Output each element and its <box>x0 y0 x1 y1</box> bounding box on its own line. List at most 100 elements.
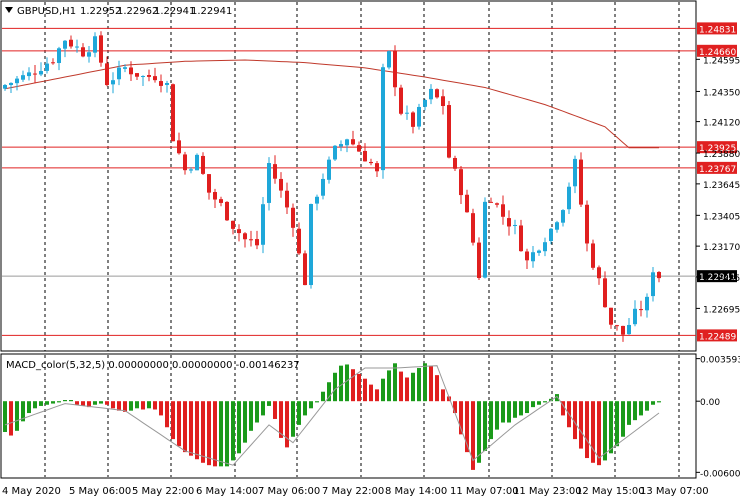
candle-down <box>153 76 157 81</box>
price-tick-label: 1.24595 <box>703 56 740 66</box>
macd-bar-falling <box>591 401 595 463</box>
level-price-label: 1.22941 <box>699 273 736 283</box>
price-tick-label: 1.22935 <box>703 274 740 284</box>
macd-panel <box>0 353 697 479</box>
candle-down <box>33 73 37 75</box>
candle-down <box>159 81 163 86</box>
candle-up <box>75 46 79 48</box>
level-price-tag <box>697 22 737 35</box>
macd-bar-falling <box>363 378 367 402</box>
macd-bar-rising <box>99 401 103 404</box>
candle-up <box>189 169 193 171</box>
candle-up <box>9 82 13 85</box>
macd-bar-rising <box>327 382 331 402</box>
level-price-tag <box>697 161 737 174</box>
macd-bar-rising <box>531 401 535 408</box>
macd-bar-falling <box>357 373 361 402</box>
candle-down <box>303 253 307 286</box>
price-tick-label: 1.23880 <box>703 150 740 160</box>
macd-bar-rising <box>621 401 625 437</box>
macd-bar-rising <box>21 401 25 422</box>
macd-bar-rising <box>657 401 661 403</box>
macd-bar-falling <box>9 401 13 436</box>
candle-up <box>627 324 631 335</box>
candle-up <box>567 186 571 210</box>
macd-bar-rising <box>309 401 313 409</box>
candle-down <box>249 239 253 241</box>
macd-bar-rising <box>645 401 649 411</box>
macd-bar-rising <box>537 401 541 405</box>
symbol-menu-icon[interactable] <box>5 7 13 13</box>
candle-down <box>183 154 187 171</box>
candle-down <box>297 228 301 254</box>
candle-up <box>267 163 271 203</box>
candle-up <box>117 67 121 80</box>
macd-bar-falling <box>579 401 583 449</box>
candle-down <box>657 271 661 279</box>
macd-bar-rising <box>633 401 637 421</box>
time-tick-label: 6 May 14:00 <box>196 486 258 497</box>
symbol-label: GBPUSD,H1 <box>17 6 76 17</box>
macd-bar-falling <box>597 401 601 466</box>
candle-up <box>387 51 391 68</box>
macd-bar-rising <box>93 401 97 405</box>
macd-bar-rising <box>135 401 139 409</box>
macd-bar-rising <box>513 401 517 418</box>
candle-up <box>651 272 655 297</box>
macd-bar-rising <box>255 401 259 423</box>
candle-up <box>39 71 43 75</box>
candle-down <box>597 267 601 279</box>
macd-bar-falling <box>435 375 439 402</box>
candle-down <box>519 225 523 252</box>
candle-up <box>87 52 91 57</box>
candle-down <box>525 251 529 261</box>
macd-bar-rising <box>387 370 391 402</box>
candle-up <box>333 145 337 160</box>
candle-down <box>273 164 277 179</box>
macd-bar-falling <box>117 401 121 411</box>
macd-bar-rising <box>249 401 253 431</box>
macd-bar-rising <box>267 401 271 406</box>
macd-bar-rising <box>45 401 49 405</box>
macd-bar-falling <box>561 401 565 416</box>
candle-up <box>45 63 49 71</box>
macd-bar-falling <box>441 389 445 402</box>
moving-average-line <box>4 59 659 149</box>
level-price-label: 1.23767 <box>699 165 736 175</box>
candle-down <box>435 89 439 98</box>
macd-tick-label: -0.006007 <box>700 469 740 479</box>
candle-down <box>369 161 373 164</box>
candle-down <box>129 67 133 75</box>
candle-up <box>543 242 547 252</box>
level-price-label: 1.24831 <box>699 25 736 35</box>
candles <box>3 31 661 342</box>
macd-bar-falling <box>573 401 577 440</box>
macd-bar-rising <box>627 401 631 425</box>
macd-bar-falling <box>375 389 379 402</box>
time-tick-label: 12 May 15:00 <box>576 486 645 497</box>
macd-bar-rising <box>501 401 505 423</box>
candle-up <box>573 158 577 187</box>
macd-bar-rising <box>603 401 607 461</box>
price-tick-label: 1.24350 <box>703 88 740 98</box>
candle-down <box>51 62 55 64</box>
macd-bar-falling <box>447 396 451 402</box>
candle-down <box>621 325 625 335</box>
macd-bar-rising <box>303 401 307 416</box>
macd-bar-rising <box>339 365 343 402</box>
candle-down <box>477 242 481 279</box>
ohlc-close: 1.22941 <box>191 6 232 17</box>
macd-bar-rising <box>495 401 499 430</box>
candle-down <box>69 39 73 47</box>
macd-bar-rising <box>321 391 325 402</box>
candle-up <box>21 75 25 80</box>
candle-down <box>393 50 397 88</box>
macd-bar-falling <box>189 401 193 456</box>
macd-bar-falling <box>213 401 217 467</box>
macd-bar-rising <box>297 401 301 425</box>
macd-bar-rising <box>639 401 643 416</box>
candle-down <box>579 159 583 205</box>
time-axis: 4 May 2020 5 May 06:00 5 May 22:00 6 May 14… <box>2 486 709 497</box>
candle-up <box>3 85 7 89</box>
macd-bar-rising <box>33 401 37 409</box>
